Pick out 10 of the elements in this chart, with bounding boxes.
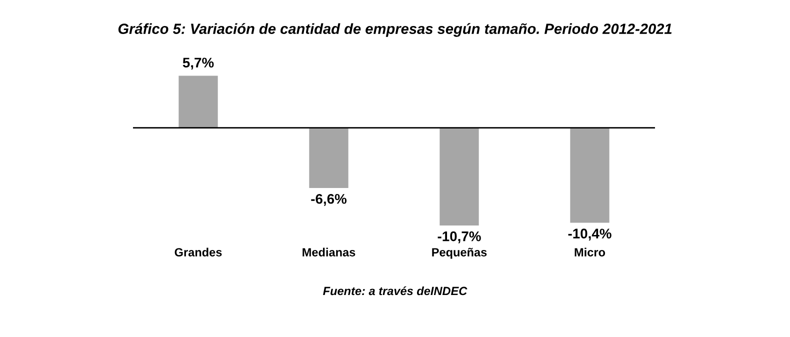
data-label: -6,6%: [311, 194, 347, 206]
x-tick-label: Medianas: [302, 248, 356, 256]
x-tick-label: Pequeñas: [432, 248, 487, 259]
chart-title: Gráfico 5: Variación de cantidad de empresas según tamaño. Periodo 2012-2021: [118, 23, 672, 37]
data-label: -10,7%: [438, 231, 481, 244]
x-tick-label: Micro: [574, 248, 606, 256]
data-label: 5,7%: [182, 58, 214, 70]
data-label: -10,4%: [568, 228, 612, 241]
source-note: Fuente: a través deINDEC: [323, 286, 468, 296]
x-tick-label: Grandes: [174, 248, 222, 256]
